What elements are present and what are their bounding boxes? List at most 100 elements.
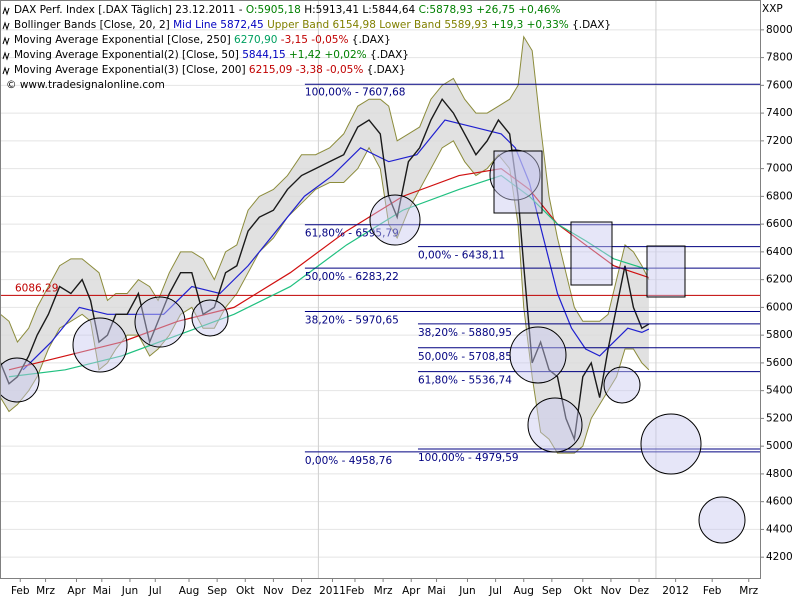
y-tick-label: 6000 <box>766 301 793 313</box>
legend-text: 6270,90 <box>234 34 277 46</box>
legend-text: Moving Average Exponential(3) [Close, 20… <box>14 64 249 76</box>
x-tick-label: Mrz <box>36 585 55 597</box>
price-line <box>0 97 650 442</box>
x-tick-label: Jun <box>121 585 138 597</box>
legend-icon <box>2 21 10 31</box>
fib-label: 61,80% - 6595,79 <box>305 228 399 240</box>
legend-text: {.DAX} <box>569 19 611 31</box>
legend-text: © www.tradesignalonline.com <box>6 79 165 91</box>
x-tick-label: Okt <box>236 585 254 597</box>
legend-text: O:5905,18 <box>246 4 301 16</box>
legend-entry: © www.tradesignalonline.com <box>6 79 165 91</box>
fib-label: 61,80% - 5536,74 <box>418 375 512 387</box>
y-tick-label: 5200 <box>766 412 793 424</box>
legend-text: {.DAX} <box>367 49 409 61</box>
box-annotation <box>646 245 686 298</box>
lower-band <box>0 140 650 454</box>
plot-frame <box>0 0 761 579</box>
circle-annotation <box>509 326 567 384</box>
legend-text: Moving Average Exponential(2) [Close, 50… <box>14 49 242 61</box>
x-tick-label: Feb <box>346 585 365 597</box>
x-tick-label: Sep <box>207 585 227 597</box>
fib-label: 38,20% - 5880,95 <box>418 327 512 339</box>
y-tick-label: 7400 <box>766 107 793 119</box>
circle-annotation <box>640 413 702 475</box>
legend-entry: Bollinger Bands [Close, 20, 2] Mid Line … <box>14 19 611 31</box>
fib-label: 50,00% - 5708,85 <box>418 351 512 363</box>
legend-entry: Moving Average Exponential [Close, 250] … <box>14 34 391 46</box>
legend-text: H:5913,41 L:5844,64 <box>301 4 419 16</box>
circle-annotation <box>134 296 186 348</box>
circle-annotation <box>0 357 40 403</box>
y-tick-label: 5400 <box>766 385 793 397</box>
legend-text: Bollinger Bands [Close, 20, 2] <box>14 19 173 31</box>
legend-entry: Moving Average Exponential(3) [Close, 20… <box>14 64 406 76</box>
y-tick-label: 7800 <box>766 52 793 64</box>
fib-label: 0,00% - 6438,11 <box>418 250 505 262</box>
fib-label: 0,00% - 4958,76 <box>305 455 393 467</box>
box-annotation <box>570 221 613 286</box>
y-tick-label: 5000 <box>766 440 793 452</box>
x-tick-label: Mai <box>427 585 445 597</box>
circle-annotation <box>527 397 583 453</box>
x-tick-label: Feb <box>703 585 722 597</box>
upper-band <box>0 35 650 344</box>
x-tick-label: Mai <box>93 585 111 597</box>
x-tick-label: Jun <box>458 585 475 597</box>
legend-text: Mid Line 5872,45 <box>173 19 264 31</box>
legend-text: {.DAX} <box>363 64 405 76</box>
x-tick-label: Dez <box>629 585 650 597</box>
y-tick-label: 5800 <box>766 329 793 341</box>
y-tick-label: 4200 <box>766 551 793 563</box>
x-tick-label: Apr <box>402 585 421 597</box>
x-tick-label: Okt <box>574 585 592 597</box>
reference-label: 6086,29 <box>15 282 58 294</box>
circle-annotation <box>603 366 641 404</box>
y-tick-label: 8000 <box>766 24 793 36</box>
legend-entry: DAX Perf. Index [.DAX Täglich] 23.12.201… <box>14 4 561 16</box>
y-tick-label: 6200 <box>766 274 793 286</box>
legend: DAX Perf. Index [.DAX Täglich] 23.12.201… <box>2 4 611 91</box>
circle-annotation <box>489 149 541 201</box>
fib-label: 38,20% - 5970,65 <box>305 314 399 326</box>
x-tick-label: Feb <box>11 585 30 597</box>
legend-text: Moving Average Exponential [Close, 250] <box>14 34 234 46</box>
legend-text: {.DAX} <box>348 34 390 46</box>
legend-text: DAX Perf. Index [.DAX Täglich] 23.12.201… <box>14 4 246 16</box>
legend-icon <box>2 6 10 16</box>
legend-text: Upper Band 6154,98 Lower Band 5589,93 <box>264 19 488 31</box>
moving-average <box>22 119 650 371</box>
legend-text: 5844,15 <box>242 49 285 61</box>
x-tick-label: Apr <box>67 585 86 597</box>
fib-label: 50,00% - 6283,22 <box>305 271 399 283</box>
moving-average <box>8 174 650 378</box>
y-tick-label: 4400 <box>766 523 793 535</box>
x-tick-label: Aug <box>513 585 534 597</box>
y-tick-label: 5600 <box>766 357 793 369</box>
y-tick-label: 7600 <box>766 79 793 91</box>
legend-text: C:5878,93 +26,75 +0,46% <box>419 4 561 16</box>
legend-text: -3,15 -0,05% <box>277 34 348 46</box>
x-tick-label: Jul <box>148 585 162 597</box>
legend-text: +19,3 +0,33% <box>488 19 569 31</box>
fib-label: 100,00% - 7607,68 <box>305 86 406 98</box>
x-tick-label: Nov <box>601 585 622 597</box>
y-tick-label: 4600 <box>766 496 793 508</box>
x-tick-label: Aug <box>179 585 200 597</box>
x-tick-label: Jul <box>488 585 502 597</box>
y-tick-label: 6600 <box>766 218 793 230</box>
legend-icon <box>2 51 10 61</box>
x-tick-label: Sep <box>542 585 562 597</box>
x-tick-label: 2012 <box>662 585 689 597</box>
legend-text: -3,38 -0,05% <box>292 64 363 76</box>
circle-annotation <box>191 299 229 337</box>
circle-annotation <box>369 194 421 246</box>
legend-text: +1,42 +0,02% <box>286 49 367 61</box>
axis-unit: XXP <box>762 3 783 15</box>
y-tick-label: 6800 <box>766 190 793 202</box>
annotations <box>0 149 746 544</box>
box-annotation <box>493 150 543 214</box>
x-tick-label: 2011 <box>319 585 346 597</box>
x-tick-label: Dez <box>291 585 312 597</box>
